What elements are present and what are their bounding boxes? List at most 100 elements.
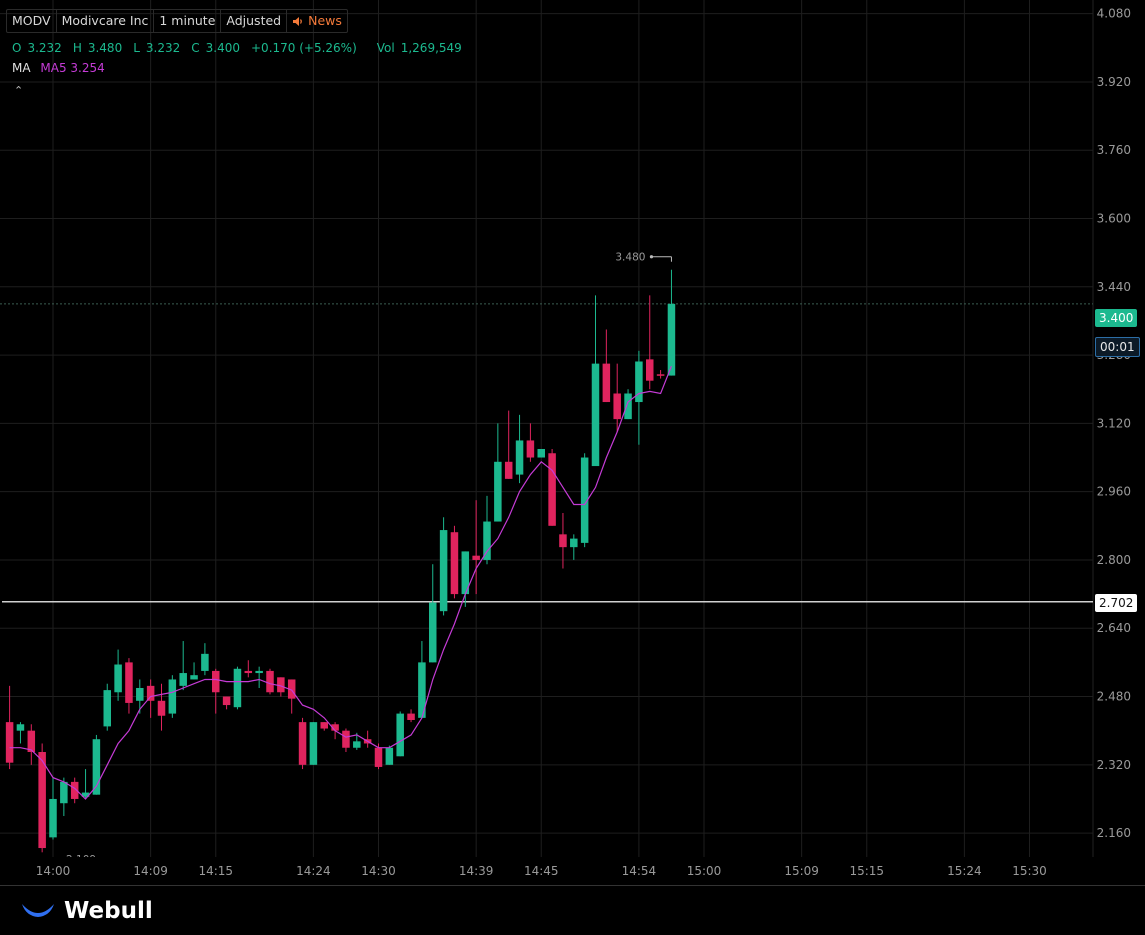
candle-body[interactable] bbox=[515, 440, 524, 475]
candle-body[interactable] bbox=[624, 393, 632, 420]
candle-body[interactable] bbox=[60, 781, 68, 804]
candle-body[interactable] bbox=[212, 670, 220, 693]
candle-body[interactable] bbox=[49, 798, 57, 838]
candle-body[interactable] bbox=[114, 664, 122, 693]
candle-body[interactable] bbox=[656, 374, 665, 376]
interval-selector[interactable]: 1 minute bbox=[154, 10, 222, 32]
price-chart[interactable]: 4.0803.9203.7603.6003.4403.2803.1202.960… bbox=[0, 0, 1145, 885]
candle-body[interactable] bbox=[374, 747, 383, 767]
candle-body[interactable] bbox=[342, 730, 350, 748]
candle-body[interactable] bbox=[233, 668, 242, 708]
candle-body[interactable] bbox=[157, 700, 166, 716]
x-tick-label: 14:09 bbox=[133, 864, 168, 878]
candle-body[interactable] bbox=[81, 792, 90, 797]
candle-body[interactable] bbox=[429, 602, 437, 663]
candle-body[interactable] bbox=[635, 361, 643, 403]
y-tick-label: 2.320 bbox=[1097, 758, 1131, 772]
candle-body[interactable] bbox=[504, 461, 513, 479]
candle-body[interactable] bbox=[92, 739, 101, 795]
news-button[interactable]: News bbox=[287, 10, 347, 32]
y-tick-label: 3.760 bbox=[1097, 143, 1131, 157]
candle-body[interactable] bbox=[472, 555, 480, 560]
candle-body[interactable] bbox=[439, 530, 448, 612]
adjustment-selector[interactable]: Adjusted bbox=[221, 10, 288, 32]
close-value: 3.400 bbox=[205, 41, 240, 55]
candle-body[interactable] bbox=[136, 687, 144, 701]
candle-body[interactable] bbox=[450, 532, 459, 595]
candle-body[interactable] bbox=[331, 724, 339, 731]
candle-body[interactable] bbox=[537, 448, 546, 458]
y-tick-label: 2.160 bbox=[1097, 826, 1131, 840]
candle-body[interactable] bbox=[483, 521, 491, 560]
candle-body[interactable] bbox=[646, 359, 654, 381]
candle-body[interactable] bbox=[244, 670, 253, 674]
ma-readout[interactable]: MA MA5 3.254 bbox=[12, 61, 105, 75]
candle-body[interactable] bbox=[190, 675, 198, 680]
candle-body[interactable] bbox=[27, 730, 36, 753]
candle-countdown-tag: 00:01 bbox=[1095, 337, 1140, 357]
candle-body[interactable] bbox=[667, 303, 676, 376]
horizontal-line-price-tag[interactable]: 2.702 bbox=[1095, 594, 1138, 612]
ma5-line bbox=[9, 365, 672, 800]
candle-body[interactable] bbox=[222, 696, 231, 706]
candle-body[interactable] bbox=[353, 741, 361, 748]
candle-body[interactable] bbox=[570, 538, 578, 548]
candle-body[interactable] bbox=[38, 752, 46, 849]
y-tick-label: 2.640 bbox=[1097, 621, 1131, 635]
candle-body[interactable] bbox=[103, 690, 112, 727]
candle-body[interactable] bbox=[16, 724, 25, 731]
volume-label: Vol bbox=[376, 41, 395, 55]
chevron-up-icon[interactable]: ⌃ bbox=[14, 84, 24, 97]
candle-body[interactable] bbox=[168, 679, 177, 714]
x-tick-label: 14:39 bbox=[459, 864, 494, 878]
x-tick-label: 14:00 bbox=[36, 864, 71, 878]
webull-bull-icon bbox=[22, 904, 54, 917]
candle-body[interactable] bbox=[309, 722, 318, 765]
candle-body[interactable] bbox=[385, 747, 394, 765]
candle-body[interactable] bbox=[255, 670, 263, 674]
candle-body[interactable] bbox=[494, 461, 502, 522]
candle-body[interactable] bbox=[320, 722, 329, 729]
candle-body[interactable] bbox=[591, 363, 600, 467]
footer-bar: Webull bbox=[0, 885, 1145, 935]
candle-body[interactable] bbox=[418, 662, 426, 718]
candle-body[interactable] bbox=[179, 673, 187, 686]
candle-body[interactable] bbox=[559, 534, 567, 548]
candle-body[interactable] bbox=[461, 551, 470, 595]
candle-body[interactable] bbox=[613, 393, 621, 420]
news-label: News bbox=[308, 13, 342, 28]
y-tick-label: 3.920 bbox=[1097, 75, 1131, 89]
candle-body[interactable] bbox=[602, 363, 611, 403]
candle-body[interactable] bbox=[396, 713, 404, 757]
ohlc-readout: O 3.232 H 3.480 L 3.232 C 3.400 +0.170 (… bbox=[12, 41, 467, 55]
y-tick-label: 3.600 bbox=[1097, 212, 1131, 226]
x-tick-label: 14:24 bbox=[296, 864, 331, 878]
x-tick-label: 14:54 bbox=[622, 864, 657, 878]
y-tick-label: 3.440 bbox=[1097, 280, 1131, 294]
close-label: C bbox=[191, 41, 200, 55]
candle-body[interactable] bbox=[201, 653, 209, 671]
candle-body[interactable] bbox=[5, 722, 14, 763]
candle-body[interactable] bbox=[580, 457, 589, 543]
candle-body[interactable] bbox=[125, 662, 133, 703]
candle-body[interactable] bbox=[548, 453, 556, 526]
x-tick-label: 15:30 bbox=[1012, 864, 1047, 878]
symbol-label[interactable]: MODV bbox=[7, 10, 57, 32]
high-marker-label: 3.480 bbox=[615, 252, 645, 264]
candle-body[interactable] bbox=[266, 670, 274, 693]
volume-value: 1,269,549 bbox=[400, 41, 462, 55]
y-tick-label: 2.960 bbox=[1097, 485, 1131, 499]
y-tick-label: 3.120 bbox=[1097, 416, 1131, 430]
chart-header-bar: MODV Modivcare Inc 1 minute Adjusted New… bbox=[6, 9, 348, 33]
low-label: L bbox=[133, 41, 140, 55]
candle-body[interactable] bbox=[298, 722, 307, 765]
candle-body[interactable] bbox=[277, 677, 285, 693]
candle-body[interactable] bbox=[407, 713, 415, 720]
candle-body[interactable] bbox=[526, 440, 535, 458]
candle-body[interactable] bbox=[146, 685, 155, 701]
open-label: O bbox=[12, 41, 22, 55]
change-value: +0.170 (+5.26%) bbox=[251, 41, 357, 55]
candle-body[interactable] bbox=[70, 781, 79, 799]
candle-body[interactable] bbox=[287, 679, 296, 699]
x-axis-band bbox=[0, 857, 1145, 885]
